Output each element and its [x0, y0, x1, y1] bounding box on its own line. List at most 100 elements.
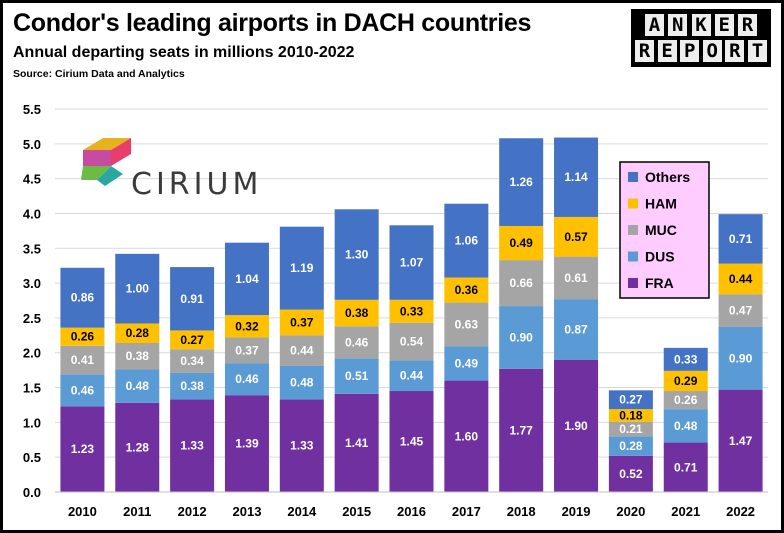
data-label: 0.27 — [180, 333, 204, 347]
data-label: 1.23 — [71, 442, 95, 456]
bar-segment-muc — [444, 302, 489, 347]
data-label: 0.86 — [71, 291, 95, 305]
bar-segment-muc — [224, 337, 269, 364]
y-tick-label: 0.5 — [23, 450, 41, 465]
x-tick-label: 2015 — [342, 504, 371, 519]
bar-segment-ham — [608, 409, 653, 422]
data-label: 1.07 — [400, 256, 424, 270]
bar-segment-fra — [663, 442, 708, 492]
data-label: 0.37 — [235, 343, 259, 357]
data-label: 0.90 — [729, 351, 753, 365]
data-label: 0.54 — [400, 335, 424, 349]
bar-segment-muc — [334, 326, 379, 359]
anker-logo-letter: K — [691, 14, 711, 36]
bar-segment-dus — [608, 436, 653, 456]
data-label: 0.28 — [619, 439, 643, 453]
data-label: 1.00 — [126, 282, 150, 296]
bar-segment-fra — [554, 359, 599, 492]
x-tick-label: 2021 — [671, 504, 700, 519]
data-label: 0.26 — [71, 330, 95, 344]
data-label: 1.33 — [180, 439, 204, 453]
bar-segment-ham — [115, 323, 160, 343]
bar-segment-others — [554, 137, 599, 217]
legend-label-fra: FRA — [645, 275, 674, 291]
legend-swatch-dus — [628, 251, 638, 262]
x-tick-label: 2019 — [562, 504, 591, 519]
bar-segment-dus — [279, 365, 324, 400]
bar-segment-dus — [444, 346, 489, 381]
data-label: 0.34 — [180, 354, 204, 368]
bar-segment-fra — [115, 402, 160, 492]
data-label: 0.36 — [455, 283, 479, 297]
bar-segment-ham — [279, 309, 324, 336]
data-label: 0.71 — [729, 232, 753, 246]
data-label: 0.33 — [400, 304, 424, 318]
data-label: 0.48 — [674, 419, 698, 433]
bar-segment-others — [60, 267, 105, 328]
bar-segment-fra — [224, 395, 269, 492]
legend-swatch-muc — [628, 225, 638, 235]
data-label: 0.28 — [126, 326, 150, 340]
bar-segment-ham — [663, 370, 708, 392]
x-tick-label: 2018 — [507, 504, 536, 519]
legend-label-others: Others — [645, 169, 690, 185]
bar-segment-ham — [389, 299, 434, 323]
data-label: 0.47 — [729, 304, 753, 318]
x-axis: 2010 2011 2012 2013 2014 2015 2016 2017 2018 2019… — [55, 491, 768, 519]
bar-segment-dus — [334, 358, 379, 394]
data-label: 0.44 — [290, 344, 314, 358]
cirium-logo-text: CIRIUM — [131, 167, 262, 202]
data-label: 0.48 — [290, 376, 314, 390]
bar-segment-muc — [115, 342, 160, 370]
legend-label-dus: DUS — [645, 249, 675, 265]
bar-segment-dus — [60, 374, 105, 407]
chart-subtitle: Annual departing seats in millions 2010-… — [13, 44, 355, 61]
data-label: 1.19 — [290, 261, 314, 275]
bar-segment-dus — [115, 369, 160, 403]
data-label: 1.39 — [235, 437, 259, 451]
bar-segment-others — [499, 138, 544, 226]
bar-segment-fra — [170, 399, 215, 492]
data-label: 0.57 — [564, 230, 588, 244]
data-label: 0.44 — [729, 272, 753, 286]
y-tick-label: 3.0 — [23, 276, 41, 291]
legend-swatch-fra — [628, 278, 638, 288]
chart-source: Source: Cirium Data and Analytics — [13, 68, 185, 80]
legend-label-muc: MUC — [645, 222, 677, 238]
bar-segment-muc — [60, 345, 105, 375]
bar-segment-others — [444, 203, 489, 278]
x-tick-label: 2010 — [68, 504, 97, 519]
bar-segment-muc — [499, 260, 544, 307]
bar-segment-ham — [334, 299, 379, 327]
data-label: 1.26 — [510, 175, 534, 189]
anker-logo-letter: N — [668, 14, 688, 36]
y-tick-label: 4.0 — [23, 206, 41, 221]
chart-bars: 1.23 0.46 0.41 0.26 0.86 1.28 0.48 0.38 0.28 1.00… — [60, 137, 763, 492]
chart-svg: 0.0 0.5 1.0 1.5 2.0 2.5 3.0 3.5 4.0 4.5 5.0 5.5 1.2… — [23, 102, 768, 519]
x-tick-label: 2014 — [287, 504, 317, 519]
bar-segment-fra — [60, 406, 105, 492]
data-label: 1.77 — [510, 423, 534, 437]
bar-segment-fra — [499, 368, 544, 492]
data-label: 0.21 — [619, 422, 643, 436]
bar-segment-others — [279, 226, 324, 310]
data-label: 1.28 — [126, 440, 150, 454]
bar-segment-ham — [170, 330, 215, 350]
data-label: 0.38 — [126, 349, 150, 363]
data-label: 0.66 — [510, 276, 534, 290]
bar-segment-dus — [224, 363, 269, 396]
bar-segment-fra — [279, 399, 324, 492]
anker-logo-letter: R — [725, 40, 745, 62]
x-tick-label: 2022 — [726, 504, 755, 519]
data-label: 0.49 — [455, 357, 479, 371]
bar-segment-others — [224, 242, 269, 316]
bar-segment-muc — [389, 322, 434, 361]
data-label: 0.46 — [345, 335, 369, 349]
anker-logo-letter: R — [635, 40, 654, 62]
data-label: 0.26 — [674, 393, 698, 407]
x-tick-label: 2020 — [616, 504, 645, 519]
legend-label-ham: HAM — [645, 196, 677, 212]
